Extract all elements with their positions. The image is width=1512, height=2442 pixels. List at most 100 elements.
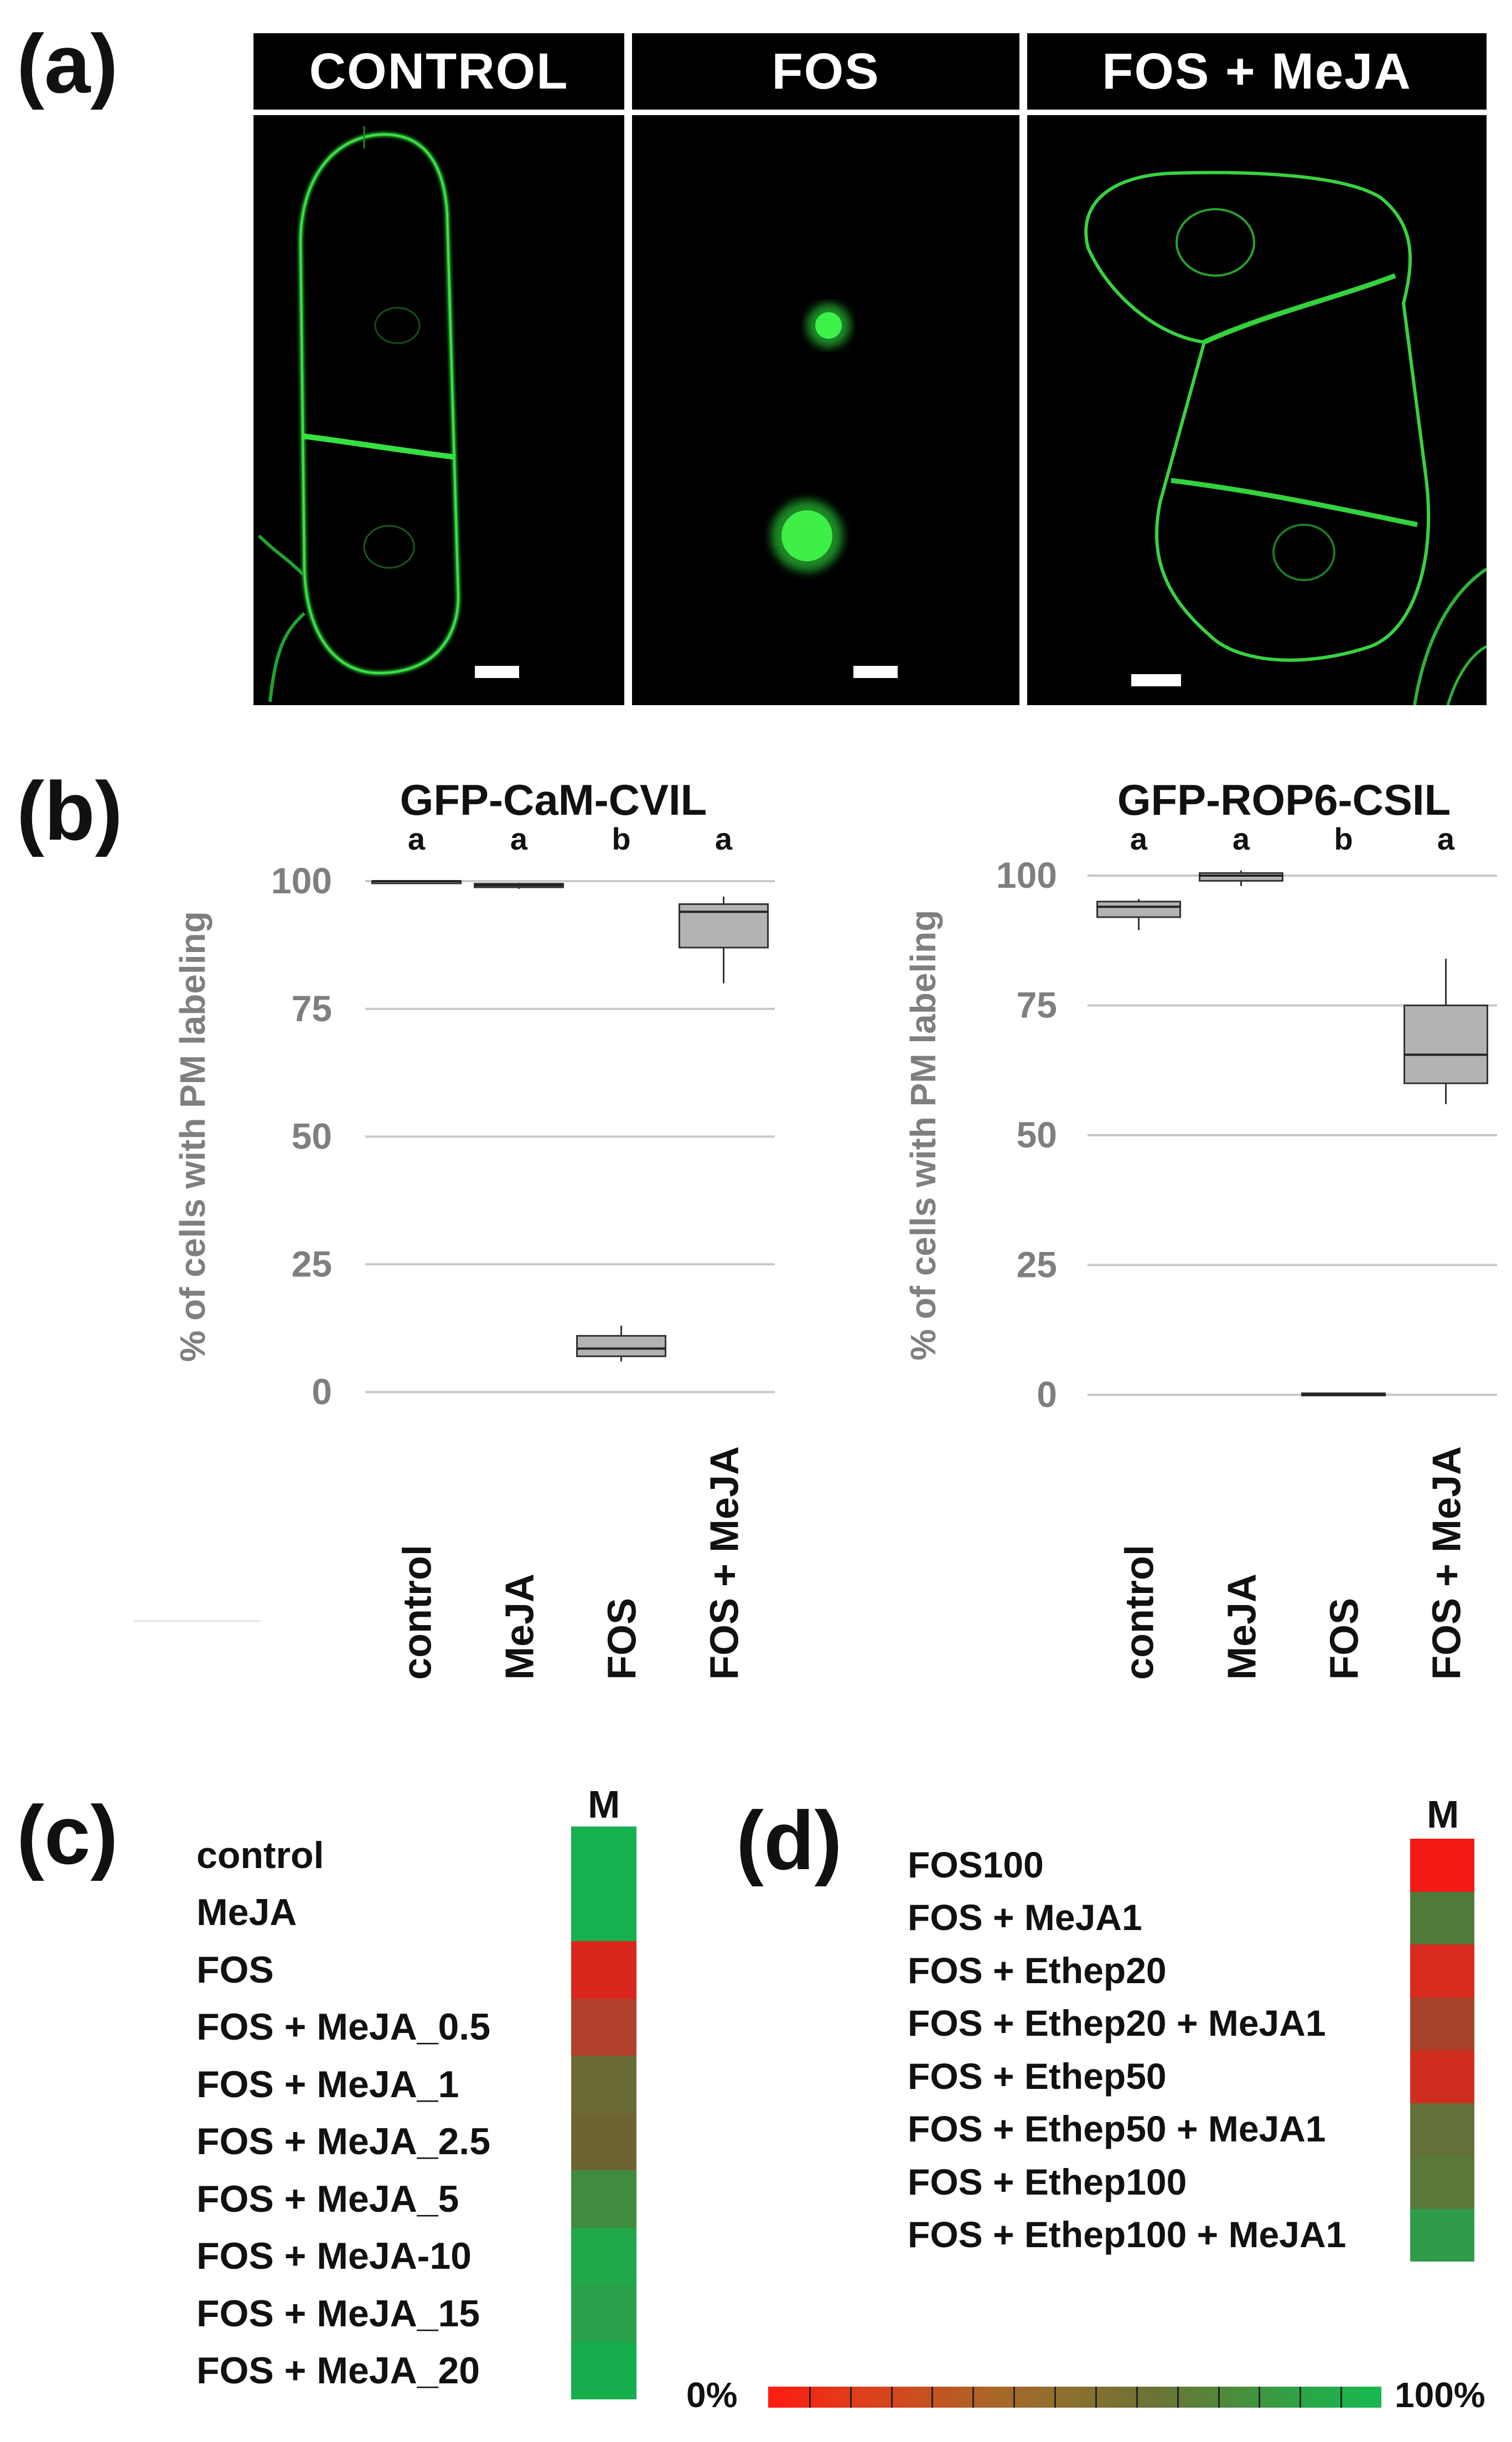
x-category-label: MeJA [1220, 1574, 1265, 1680]
heatmap-cell [1410, 1891, 1474, 1944]
heatmap-row-label: FOS + MeJA_5 [196, 2177, 459, 2220]
heatmap-cell [1410, 2156, 1474, 2209]
heatmap-row-label: FOS + Ethep50 [908, 2055, 1167, 2097]
heatmap-row-label: FOS + Ethep100 [908, 2161, 1187, 2202]
heatmap-cell [571, 2170, 636, 2228]
box [1404, 1005, 1488, 1084]
significance-letter: a [1130, 825, 1148, 856]
scale-tick [850, 2387, 852, 2408]
scale-tick [1218, 2387, 1220, 2408]
heatmap-cell [571, 1941, 636, 1999]
heatmap-row-label: FOS + Ethep20 [908, 1949, 1167, 1991]
heatmap-row-label: FOS + MeJA-10 [196, 2235, 472, 2278]
significance-letter: a [408, 825, 426, 856]
heatmap-cell [1410, 2208, 1474, 2262]
y-tick-label: 0 [1037, 1374, 1057, 1415]
y-tick-label: 25 [292, 1243, 332, 1284]
scale-max-label: 100% [1395, 2375, 1485, 2415]
heatmap-row-label: FOS + Ethep50 + MeJA1 [908, 2108, 1326, 2150]
heatmap-cell [571, 1884, 636, 1941]
significance-letter: a [510, 825, 528, 856]
scale-tick [972, 2387, 975, 2408]
y-tick-label: 100 [996, 855, 1057, 896]
scale-bar [853, 666, 898, 678]
x-category-label: FOS + MeJA [703, 1446, 747, 1680]
significance-letter: a [1437, 825, 1455, 856]
x-category-label: control [396, 1545, 440, 1680]
boxplot-rop6: % of cells with PM labeling 0 25 50 75 100 a co… [903, 825, 1497, 1680]
scale-tick [1299, 2387, 1302, 2408]
panel-d-letter: (d) [736, 1794, 842, 1887]
scale-tick [1177, 2387, 1179, 2408]
heatmap-cell [571, 2113, 636, 2170]
heatmap-row-label: control [196, 1834, 324, 1876]
heatmap-cell [571, 2285, 636, 2342]
heatmap-row-label: FOS + Ethep20 + MeJA1 [908, 2003, 1326, 2044]
heatmap-row-label: MeJA [196, 1891, 297, 1934]
heatmap-cell [1410, 2050, 1474, 2103]
chart-title-rop6: GFP-ROP6-CSIL [1117, 775, 1451, 824]
box [576, 1334, 666, 1357]
heatmap-row-label: FOS + MeJA_2.5 [196, 2120, 491, 2163]
heatmap-cell [571, 1827, 636, 1884]
scale-tick [1259, 2387, 1261, 2408]
scale-bar [475, 666, 519, 678]
scale-tick [1340, 2387, 1343, 2408]
x-category-label: MeJA [498, 1574, 542, 1680]
heatmap-cell [1410, 1997, 1474, 2050]
heatmap-row-label: FOS + MeJA_0.5 [196, 2006, 491, 2048]
scale-tick [1013, 2387, 1016, 2408]
header-fos: FOS [632, 33, 1019, 110]
micrograph-fos-meja [1027, 115, 1487, 705]
x-category-label: FOS [600, 1598, 645, 1680]
x-category-label: FOS [1323, 1598, 1367, 1680]
significance-letter: b [1334, 825, 1353, 856]
y-tick-label: 50 [292, 1116, 332, 1157]
y-tick-label: 75 [1017, 985, 1057, 1026]
heatmap-row-label: FOS100 [908, 1844, 1044, 1885]
y-axis-label: % of cells with PM labeling [903, 910, 943, 1360]
scale-tick [890, 2387, 893, 2408]
scale-tick [1095, 2387, 1097, 2408]
box [1096, 901, 1181, 918]
panel-a-letter: (a) [17, 17, 118, 110]
scale-tick [931, 2387, 934, 2408]
divider-line [133, 1620, 260, 1622]
panel-b-letter: (b) [17, 764, 123, 857]
color-scale-bar [768, 2387, 1381, 2408]
heatmap-cell [571, 2342, 636, 2399]
x-category-label: control [1118, 1545, 1162, 1680]
heatmap-row-label: FOS + MeJA_1 [196, 2063, 459, 2105]
heatmap-cell [571, 1998, 636, 2056]
y-tick-label: 100 [271, 860, 332, 901]
scale-tick [1136, 2387, 1138, 2408]
scale-tick [1054, 2387, 1057, 2408]
heatmap-d-column-header: M [1427, 1793, 1459, 1836]
heatmap-cell [571, 2056, 636, 2113]
heatmap-row-label: FOS + MeJA1 [908, 1897, 1142, 1938]
y-tick-label: 75 [292, 988, 332, 1029]
significance-letter: b [612, 825, 630, 856]
box [679, 903, 769, 949]
box [1199, 872, 1283, 882]
heatmap-row-label: FOS [196, 1948, 274, 1991]
significance-letter: a [715, 825, 733, 856]
y-tick-label: 0 [312, 1371, 332, 1412]
header-control: CONTROL [253, 33, 624, 110]
y-tick-label: 50 [1017, 1114, 1057, 1155]
micrograph-fos [632, 115, 1019, 705]
heatmap-cell [571, 2227, 636, 2285]
heatmap-row-label: FOS + Ethep100 + MeJA1 [908, 2214, 1347, 2255]
y-axis-label: % of cells with PM labeling [173, 911, 213, 1362]
heatmap-cell [1410, 1839, 1474, 1892]
scale-min-label: 0% [686, 2375, 738, 2415]
panel-c-letter: (c) [17, 1788, 118, 1881]
heatmap-cell [1410, 2103, 1474, 2156]
micrograph-control [253, 115, 624, 705]
heatmap-row-label: FOS + MeJA_15 [196, 2292, 480, 2335]
significance-letter: a [1233, 825, 1250, 856]
heatmap-cell [1410, 1944, 1474, 1998]
x-category-label: FOS + MeJA [1425, 1446, 1469, 1680]
heatmap-c-column-header: M [588, 1783, 620, 1826]
scale-tick [809, 2387, 811, 2408]
